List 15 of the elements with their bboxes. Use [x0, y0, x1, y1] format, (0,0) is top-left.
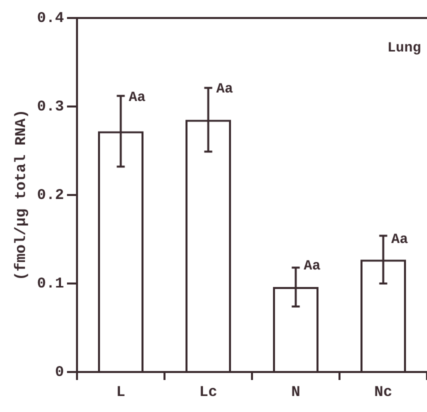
y-tick-label: 0.3: [36, 98, 64, 116]
y-axis-title: (fmol/µg total RNA): [12, 109, 30, 281]
x-tick-label: Nc: [374, 384, 392, 401]
annotation: Aa: [216, 81, 234, 98]
y-tick-label: 0.2: [36, 186, 64, 204]
annotation: Aa: [128, 90, 146, 106]
x-tick-label: Lc: [199, 384, 218, 401]
x-tick-label: N: [291, 384, 300, 401]
annotation: Lung: [387, 40, 421, 57]
y-tick-label: 0: [54, 364, 64, 381]
annotation: Aa: [304, 258, 322, 274]
x-tick-label: L: [116, 384, 126, 401]
y-tick-label: 0.1: [36, 275, 64, 292]
annotation: Aa: [391, 232, 409, 248]
y-tick-label: 0.4: [36, 10, 64, 27]
